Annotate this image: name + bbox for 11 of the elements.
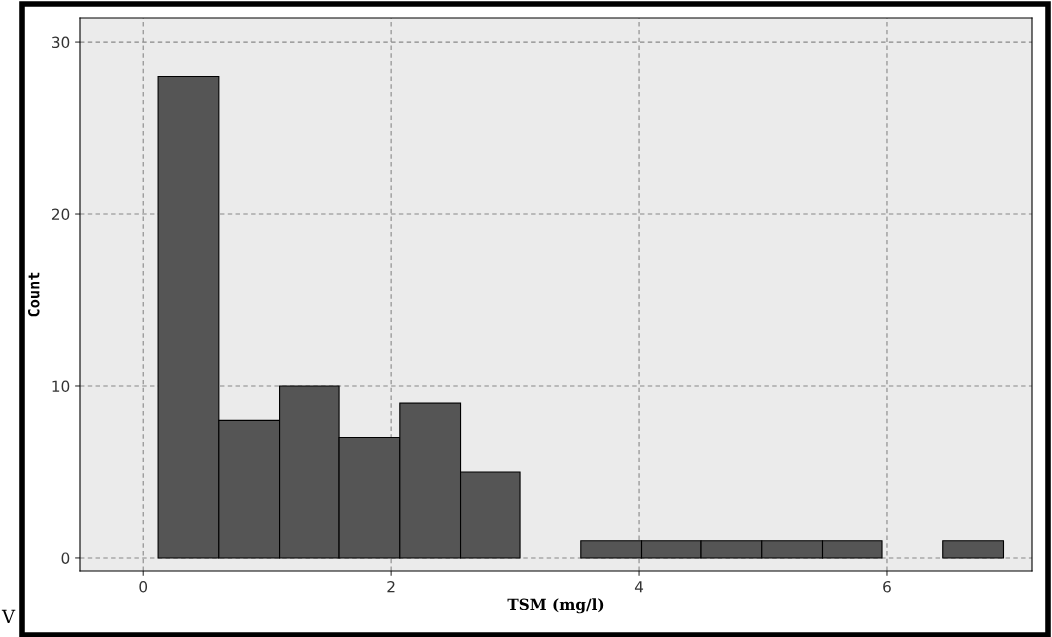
text: V bbox=[1, 609, 16, 623]
y-tick-label: 10 bbox=[52, 380, 70, 392]
y-axis-title: Count bbox=[27, 272, 40, 317]
x-axis-title: TSM (mg/l) bbox=[507, 598, 604, 614]
y-tick-label: 30 bbox=[52, 36, 70, 49]
x-tick-label: 4 bbox=[634, 581, 644, 593]
x-tick-label: 2 bbox=[387, 580, 395, 593]
x-tick-label: 0 bbox=[139, 580, 148, 593]
x-tick-label: 6 bbox=[883, 580, 891, 593]
y-tick-label: 0 bbox=[61, 552, 70, 564]
y-tick-label: 20 bbox=[51, 208, 70, 221]
